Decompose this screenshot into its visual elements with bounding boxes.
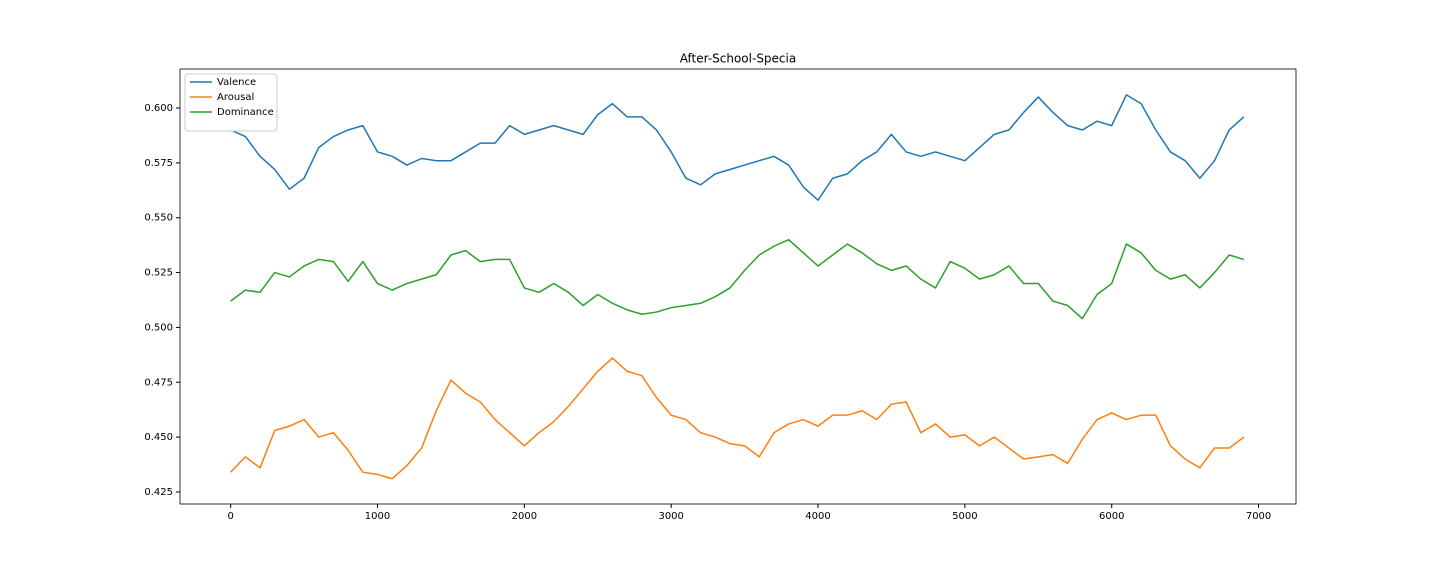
x-tick-label: 5000: [952, 511, 977, 522]
legend-box: [184, 73, 278, 132]
line-series: [230, 238, 1245, 320]
plot-frame: [179, 68, 1297, 505]
y-tick-label: 0.550: [144, 213, 173, 224]
x-tick-label: 3000: [658, 511, 683, 522]
y-tick-label: 0.450: [144, 432, 173, 443]
chart-title: After-School-Specia: [680, 52, 796, 66]
x-tick-label: 2000: [512, 511, 537, 522]
x-tick-label: 6000: [1099, 511, 1124, 522]
line-series: [230, 94, 1245, 201]
x-tick-label: 7000: [1246, 511, 1271, 522]
y-tick-label: 0.600: [144, 103, 173, 114]
y-tick-label: 0.500: [144, 322, 173, 333]
legend-label: Arousal: [217, 92, 254, 103]
legend-label: Dominance: [217, 107, 274, 118]
y-tick-label: 0.425: [144, 487, 173, 498]
x-tick-label: 4000: [805, 511, 830, 522]
x-tick-label: 1000: [365, 511, 390, 522]
y-tick-label: 0.475: [144, 377, 173, 388]
x-tick-label: 0: [227, 511, 233, 522]
legend-label: Valence: [217, 77, 256, 88]
y-tick-label: 0.575: [144, 158, 173, 169]
line-series: [230, 357, 1245, 480]
y-tick-label: 0.525: [144, 268, 173, 279]
